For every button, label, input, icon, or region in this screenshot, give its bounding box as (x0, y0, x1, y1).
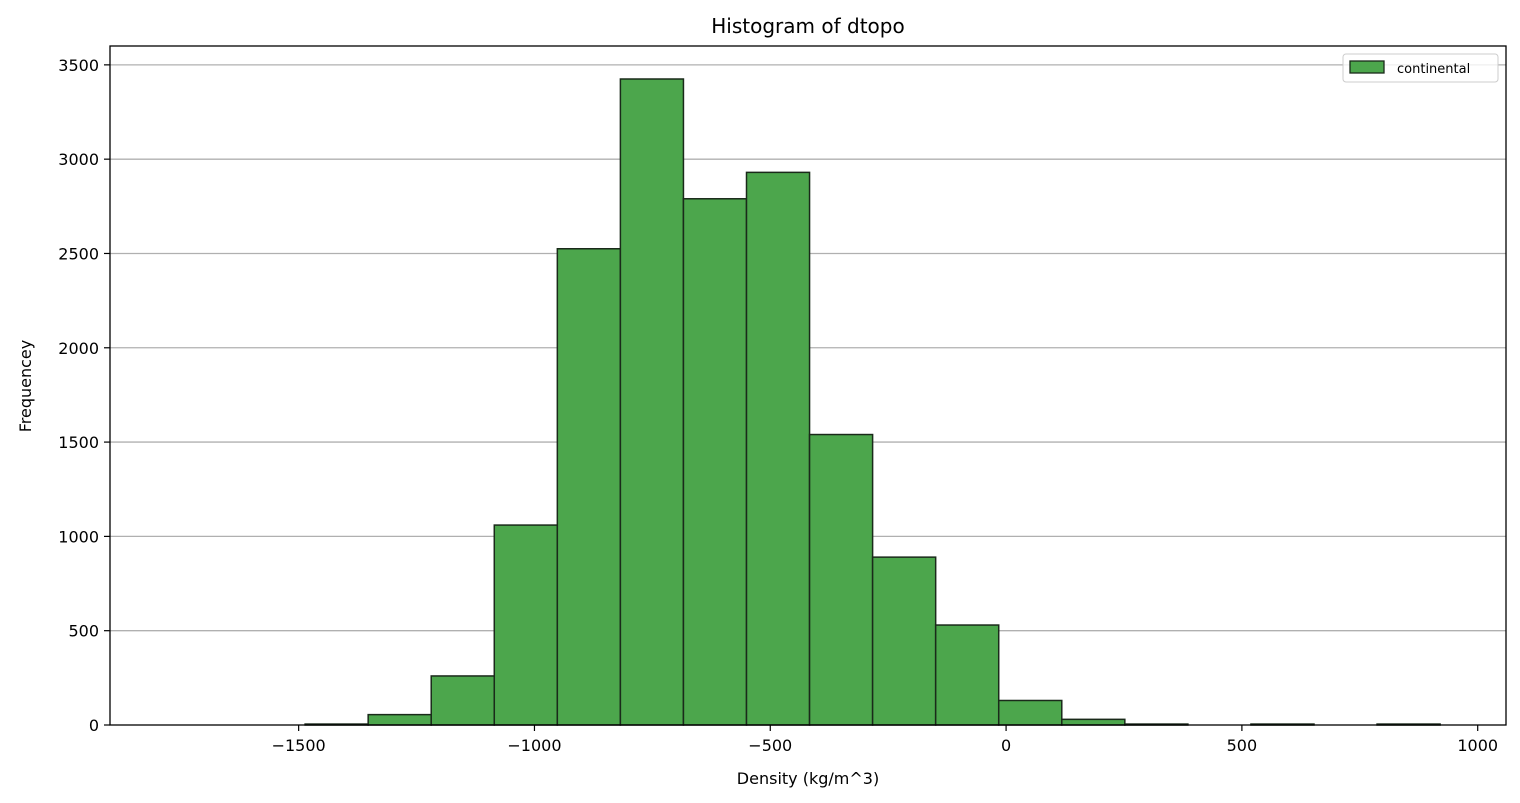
y-axis-ticks: 0 500 1000 1500 2000 2500 3000 3500 (58, 56, 110, 735)
y-tick-label: 0 (89, 716, 99, 735)
legend: continental (1342, 53, 1499, 83)
y-tick-label: 2000 (58, 339, 99, 358)
bars (304, 78, 1441, 726)
x-tick-label: 0 (1001, 736, 1011, 755)
legend-swatch (1349, 60, 1385, 74)
y-tick-label: 500 (68, 622, 99, 641)
histogram-bar (682, 198, 748, 726)
histogram-bar (934, 624, 1000, 726)
x-axis-ticks: −1500 −1000 −500 0 500 1000 (272, 725, 1498, 755)
y-axis-label: Frequencey (16, 340, 35, 433)
histogram-bar (430, 675, 496, 726)
histogram-bar (745, 171, 811, 726)
histogram-bar (556, 248, 622, 726)
histogram-bar (1061, 718, 1126, 726)
plot-frame (109, 45, 1507, 726)
legend-label: continental (1397, 62, 1470, 77)
y-tick-label: 1500 (58, 433, 99, 452)
y-tick-label: 2500 (58, 244, 99, 263)
histogram-bar (619, 78, 685, 726)
histogram-bar (493, 524, 559, 726)
y-tick-label: 1000 (58, 527, 99, 546)
x-tick-label: 500 (1227, 736, 1258, 755)
x-tick-label: −500 (748, 736, 792, 755)
y-tick-label: 3500 (58, 56, 99, 75)
x-tick-label: −1500 (272, 736, 326, 755)
x-axis-label: Density (kg/m^3) (737, 769, 879, 788)
histogram-bar (808, 433, 874, 726)
x-tick-label: 1000 (1457, 736, 1498, 755)
histogram-bar (871, 556, 937, 726)
x-tick-label: −1000 (507, 736, 561, 755)
y-tick-label: 3000 (58, 150, 99, 169)
chart-title: Histogram of dtopo (711, 14, 904, 38)
histogram-bar (997, 699, 1063, 726)
histogram-bar (367, 713, 432, 726)
